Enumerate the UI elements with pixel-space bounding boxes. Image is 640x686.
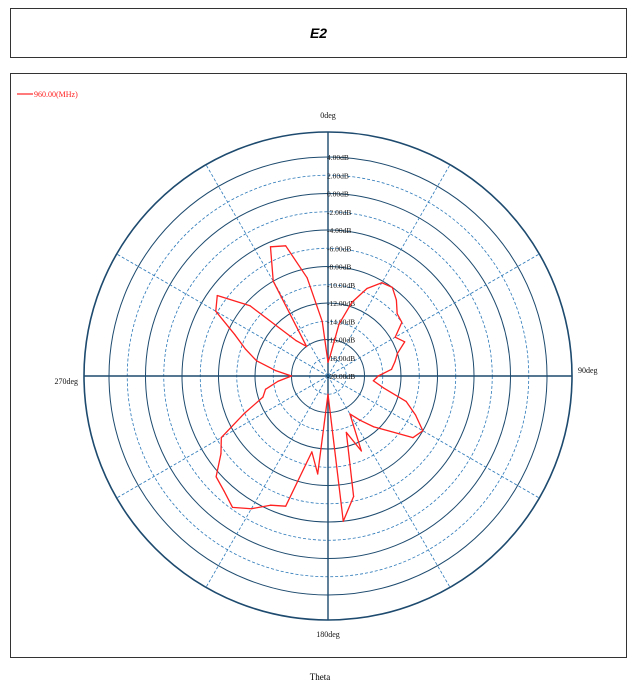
series-point: [262, 396, 264, 398]
series-point: [405, 400, 407, 402]
series-point: [277, 380, 279, 382]
spoke-line: [327, 375, 540, 499]
series-point: [220, 453, 222, 455]
series-point: [329, 355, 331, 357]
series-point: [295, 340, 297, 342]
angle-tick-label: 0deg: [320, 111, 336, 120]
series-point: [366, 287, 368, 290]
series-point: [327, 393, 329, 395]
series-point: [285, 505, 287, 507]
chart-title: E2: [309, 25, 328, 41]
series-point: [306, 277, 308, 279]
spoke-line: [205, 164, 329, 377]
spoke-line: [116, 253, 329, 377]
series-point: [404, 341, 406, 343]
series-point: [338, 323, 340, 325]
series-point: [372, 380, 374, 382]
series-point: [215, 310, 217, 312]
series-point: [264, 388, 267, 390]
angle-axis-title: Theta: [309, 672, 331, 682]
series-point: [305, 345, 308, 348]
series-point: [373, 426, 375, 428]
series-point: [390, 368, 393, 370]
series-point: [274, 369, 276, 372]
series-point: [396, 352, 399, 355]
series-point: [327, 361, 329, 363]
series-point: [269, 246, 272, 248]
series-point: [220, 436, 222, 439]
series-point: [234, 333, 236, 336]
radial-tick-label: -6.00dB: [327, 244, 351, 253]
radial-tick-label: 0.00dB: [327, 190, 349, 199]
series-point: [290, 375, 293, 377]
series-point: [249, 305, 251, 307]
series-point: [272, 280, 274, 282]
series-point: [394, 361, 396, 363]
spoke-line: [205, 375, 329, 588]
series-point: [360, 450, 362, 452]
series-point: [317, 473, 319, 475]
series-point: [244, 412, 246, 414]
series-line: [215, 245, 424, 522]
polar-chart: 960.00(MHz) 4.00dB 2.00dB 0.00dB -2.00dB -4.…: [17, 90, 598, 639]
series-point: [396, 313, 398, 315]
series-point: [382, 387, 384, 389]
series-point: [349, 413, 351, 415]
radial-tick-label: -4.00dB: [327, 226, 351, 235]
series-point: [377, 375, 379, 377]
spoke-line: [327, 164, 451, 377]
series-point: [422, 430, 424, 432]
radial-tick-label: -20.00dB: [327, 372, 355, 381]
angle-tick-label: 270deg: [54, 377, 78, 386]
series-point: [244, 348, 247, 350]
series-point: [250, 508, 252, 510]
angle-tick-label: 180deg: [316, 630, 340, 639]
series-point: [256, 360, 258, 362]
radial-tick-label: -10.00dB: [327, 281, 355, 290]
series-point: [381, 282, 383, 284]
series-point: [342, 520, 344, 522]
series-point: [391, 286, 393, 289]
series-point: [359, 419, 361, 421]
legend: 960.00(MHz): [17, 90, 78, 99]
radial-tick-label: -12.00dB: [327, 299, 355, 308]
series-point: [321, 320, 323, 323]
series-point: [353, 495, 355, 498]
spoke-line: [327, 253, 540, 377]
radial-tick-label: 2.00dB: [327, 171, 349, 180]
series-point: [414, 414, 417, 416]
spoke-line: [327, 375, 451, 588]
legend-label: 960.00(MHz): [34, 90, 78, 99]
series-point: [351, 301, 353, 303]
chart-title-box: E2: [10, 8, 627, 58]
radial-tick-label: -18.00dB: [327, 354, 355, 363]
radial-tick-label: -8.00dB: [327, 263, 351, 272]
radial-tick-label: 4.00dB: [327, 153, 349, 162]
series-point: [345, 431, 347, 434]
series-point: [269, 504, 272, 506]
radial-tick-label: -2.00dB: [327, 208, 351, 217]
series-point: [311, 451, 313, 453]
series-point: [216, 294, 218, 297]
angle-tick-label: 90deg: [578, 366, 598, 375]
polar-chart-frame: 960.00(MHz) 4.00dB 2.00dB 0.00dB -2.00dB -4.…: [10, 73, 627, 658]
series-point: [215, 476, 217, 478]
series-point: [401, 321, 403, 323]
series-point: [223, 490, 225, 492]
radial-tick-label: -16.00dB: [327, 336, 355, 345]
series-point: [388, 430, 390, 432]
series-point: [395, 299, 397, 301]
series-point: [412, 437, 414, 439]
series-point: [394, 336, 396, 338]
series-point: [285, 245, 287, 247]
series-point: [231, 506, 234, 508]
